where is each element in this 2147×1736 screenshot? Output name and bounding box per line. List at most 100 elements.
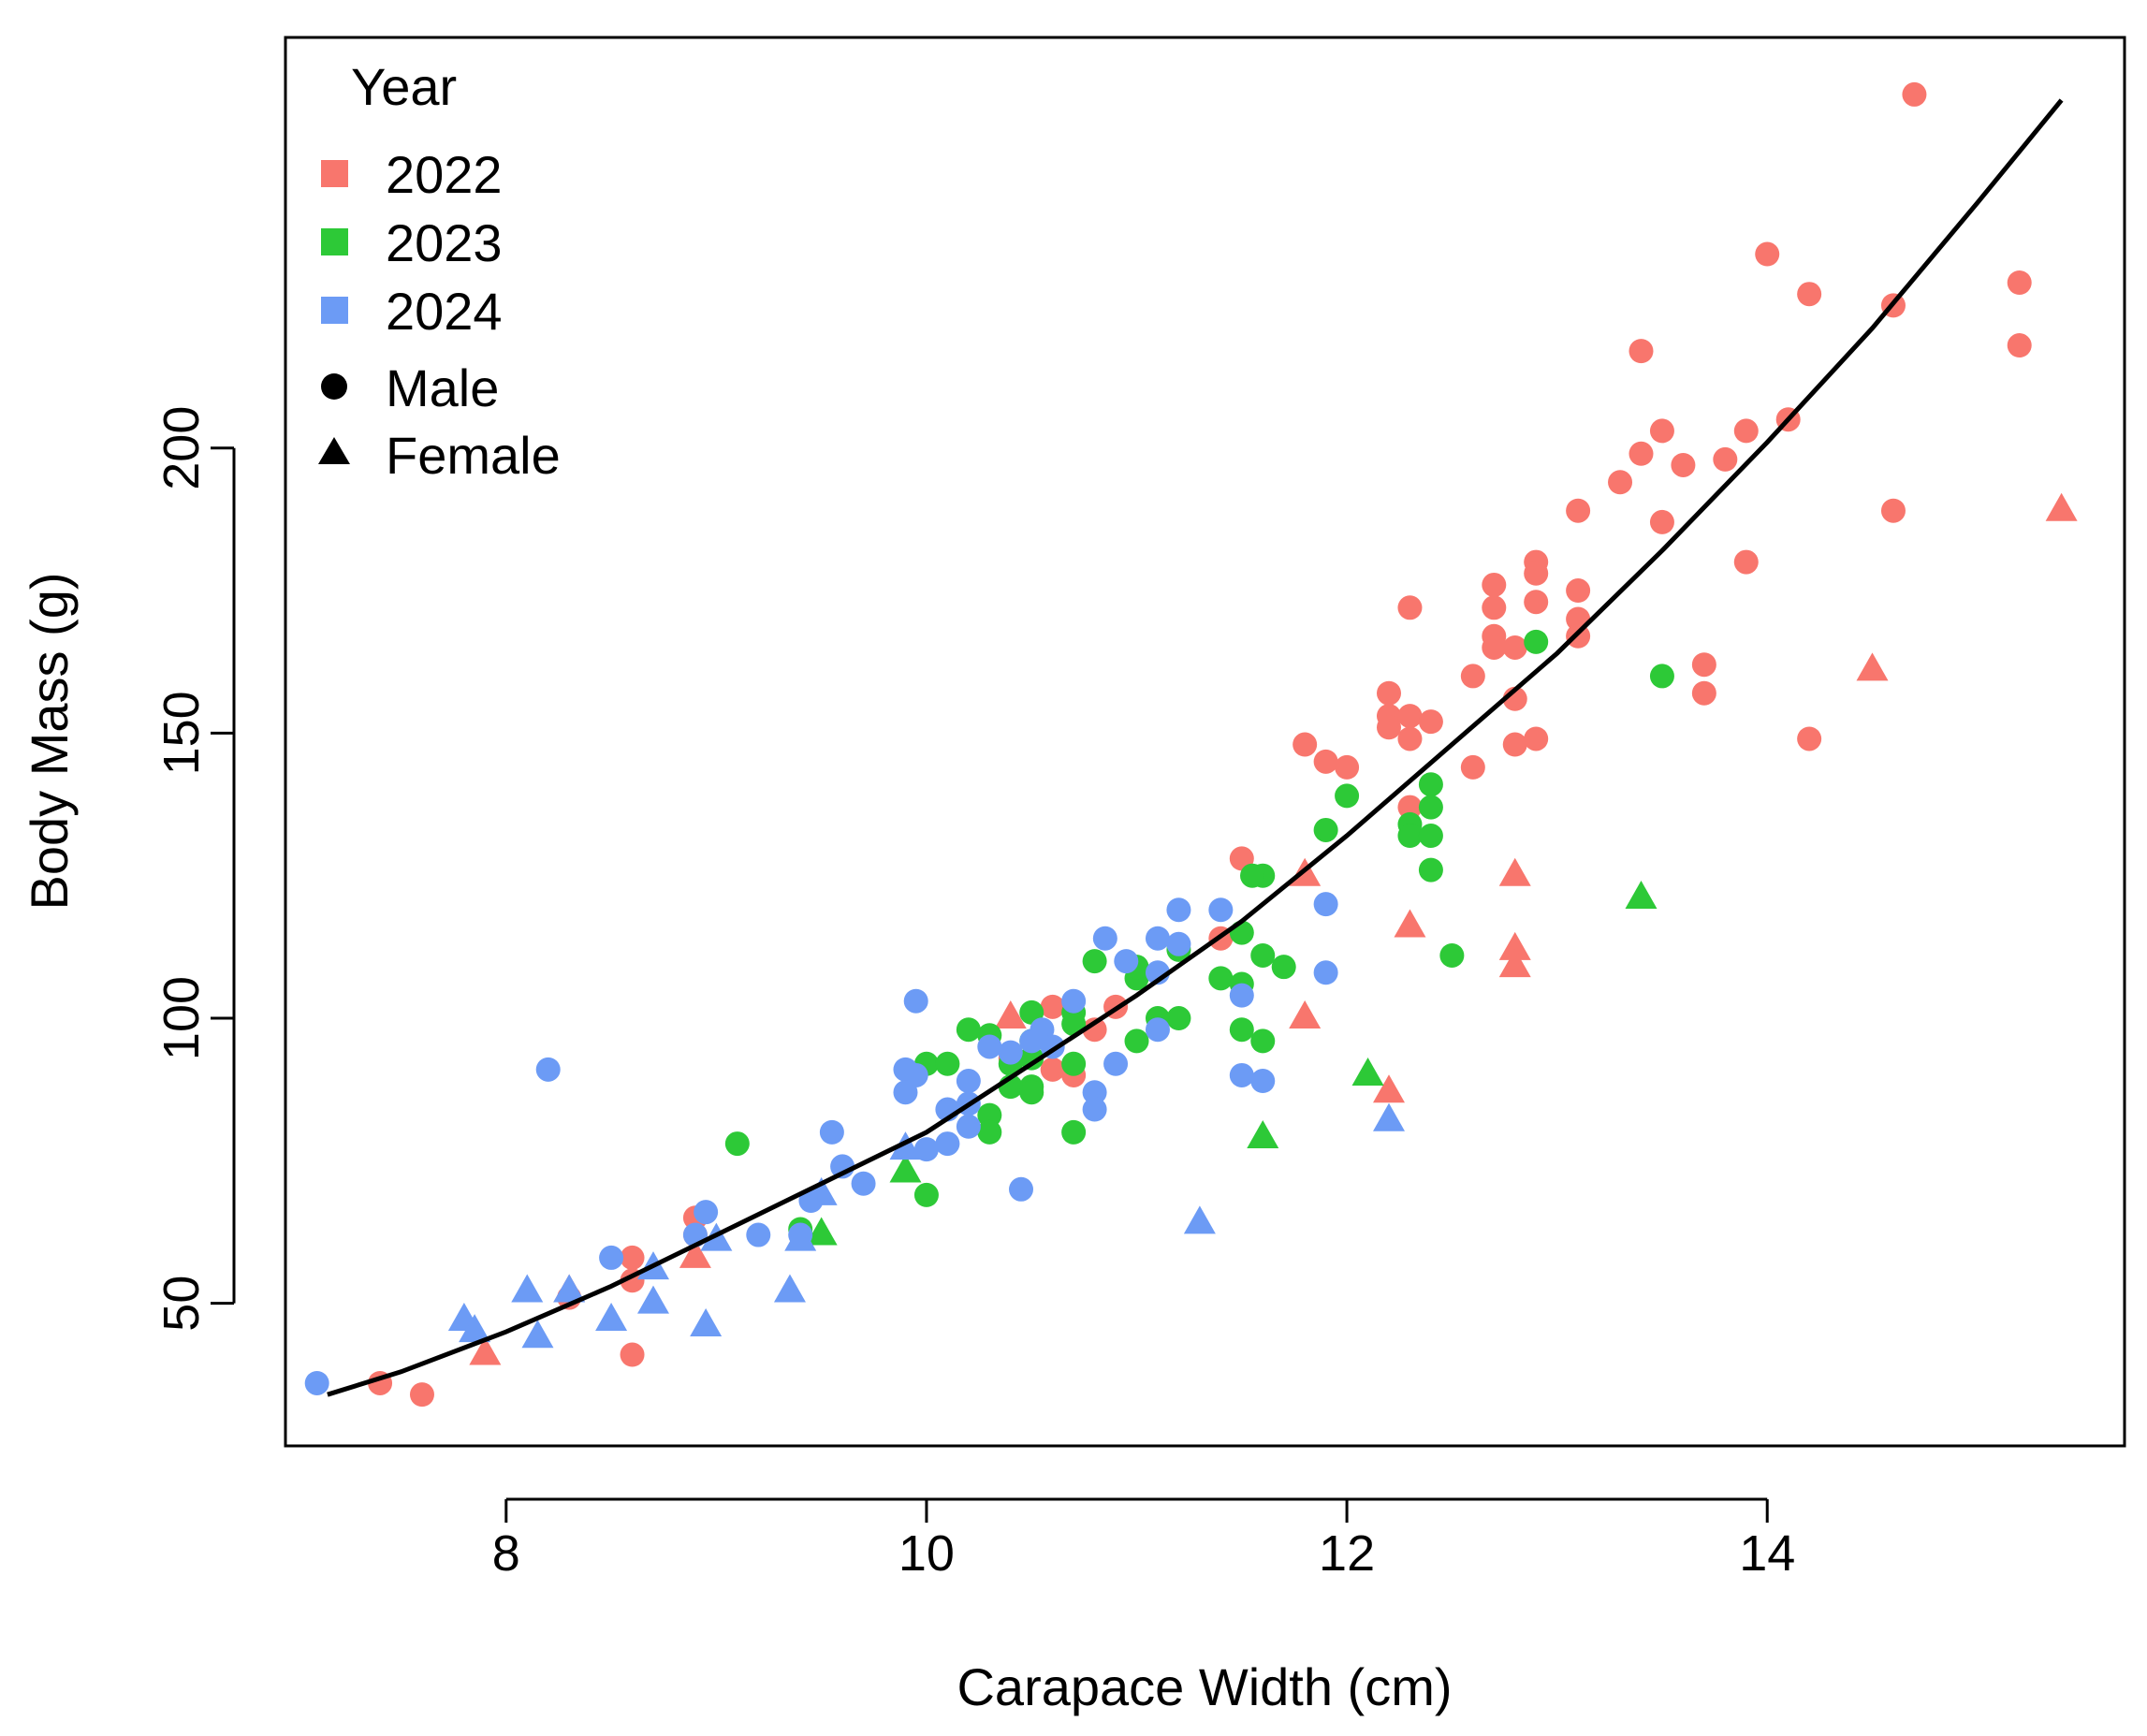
point-2024-female <box>595 1302 628 1331</box>
y-tick-label: 200 <box>153 406 210 490</box>
point-2023-male <box>1397 824 1423 849</box>
point-2022-male <box>1524 561 1549 586</box>
point-2024-male <box>1009 1176 1033 1202</box>
point-2024-female <box>1183 1205 1216 1234</box>
point-2024-male <box>1250 1069 1276 1094</box>
point-2022-male <box>1649 509 1674 534</box>
legend-shape-female <box>318 437 350 464</box>
point-2024-female <box>690 1308 723 1337</box>
point-2022-male <box>620 1245 645 1270</box>
legend-title: Year <box>351 57 457 116</box>
legend-swatch-2024 <box>321 297 348 324</box>
point-2024-female <box>637 1285 669 1314</box>
point-2023-female <box>889 1154 922 1183</box>
point-2022-male <box>1733 418 1759 444</box>
point-2022-female <box>1856 652 1889 681</box>
legend-swatch-2023 <box>321 228 348 255</box>
point-2022-female <box>1498 857 1531 886</box>
point-2024-male <box>1208 897 1234 923</box>
point-2023-male <box>913 1182 939 1207</box>
legend-label-male: Male <box>386 358 499 417</box>
point-2022-male <box>1502 635 1527 660</box>
point-2024-female <box>459 1314 491 1343</box>
point-2024-female <box>773 1274 806 1303</box>
point-2022-male <box>1880 498 1906 523</box>
point-2023-male <box>1019 1045 1044 1071</box>
point-2022-male <box>620 1342 645 1367</box>
point-2024-female <box>511 1274 544 1303</box>
point-2024-male <box>851 1171 876 1196</box>
point-2023-male <box>1418 795 1443 820</box>
point-2023-male <box>1240 863 1265 888</box>
point-2022-male <box>2007 270 2032 296</box>
point-2024-male <box>304 1370 329 1395</box>
point-2022-male <box>1649 418 1674 444</box>
point-2022-female <box>1498 931 1531 960</box>
point-2024-male <box>977 1034 1002 1059</box>
point-2022-female <box>994 1000 1027 1029</box>
point-2022-female <box>679 1239 711 1268</box>
point-2022-male <box>1482 595 1507 620</box>
point-2023-male <box>1271 955 1296 980</box>
point-2024-male <box>935 1131 960 1157</box>
legend-swatch-2022 <box>321 160 348 187</box>
point-2023-male <box>1166 1006 1191 1031</box>
point-2022-male <box>1691 652 1716 678</box>
point-2024-female <box>805 1176 838 1205</box>
point-2023-female <box>805 1217 838 1246</box>
point-2022-male <box>1040 994 1065 1019</box>
legend-label-female: Female <box>386 426 561 485</box>
legend-label-2022: 2022 <box>386 145 503 204</box>
point-2024-male <box>1061 988 1087 1014</box>
point-2023-male <box>1418 772 1443 797</box>
point-2022-male <box>1460 754 1485 780</box>
point-2023-male <box>1649 664 1674 689</box>
point-2024-male <box>1313 892 1338 917</box>
point-2023-male <box>1524 629 1549 654</box>
point-2023-male <box>1418 857 1443 883</box>
point-2022-male <box>1460 664 1485 689</box>
point-2022-male <box>1608 470 1633 495</box>
point-2022-male <box>1629 339 1654 364</box>
point-2022-male <box>2007 333 2032 358</box>
x-tick-label: 12 <box>1319 1525 1375 1582</box>
point-2022-male <box>1313 749 1338 774</box>
point-2024-male <box>819 1119 844 1145</box>
point-2024-female <box>553 1274 586 1303</box>
point-2023-male <box>1250 1028 1276 1054</box>
legend-shape-male <box>321 373 347 400</box>
point-2022-male <box>1377 680 1401 706</box>
point-2023-male <box>977 1102 1002 1128</box>
point-2023-male <box>1250 942 1276 968</box>
point-2022-male <box>1082 1017 1107 1043</box>
legend-label-2023: 2023 <box>386 213 503 272</box>
point-2024-male <box>694 1200 719 1225</box>
point-2022-male <box>1566 578 1591 604</box>
point-2023-male <box>724 1131 750 1157</box>
point-2023-male <box>935 1051 960 1076</box>
point-2024-male <box>1092 926 1117 951</box>
point-2022-female <box>1394 909 1426 938</box>
point-2023-female <box>1625 881 1658 910</box>
point-2022-male <box>1524 590 1549 615</box>
point-2022-male <box>1482 572 1507 597</box>
point-2024-male <box>998 1040 1023 1065</box>
point-2023-male <box>1082 949 1107 974</box>
x-axis: 8 10 12 14 <box>492 1497 1795 1582</box>
point-2023-female <box>1351 1057 1384 1086</box>
x-axis-title: Carapace Width (cm) <box>957 1657 1452 1716</box>
point-2024-male <box>1166 931 1191 956</box>
point-2023-male <box>1439 942 1465 968</box>
y-tick-label: 100 <box>153 976 210 1060</box>
point-2022-male <box>1797 282 1822 307</box>
point-2022-male <box>1524 726 1549 751</box>
point-2022-male <box>1482 635 1507 660</box>
point-2024-female <box>889 1131 922 1160</box>
point-2022-female <box>2045 492 2078 521</box>
plot-frame <box>284 36 2126 1448</box>
point-2023-male <box>1229 1017 1254 1043</box>
point-2023-male <box>1313 817 1338 842</box>
point-2024-male <box>1313 960 1338 985</box>
point-2022-male <box>1629 441 1654 466</box>
point-2024-male <box>1103 1051 1129 1076</box>
